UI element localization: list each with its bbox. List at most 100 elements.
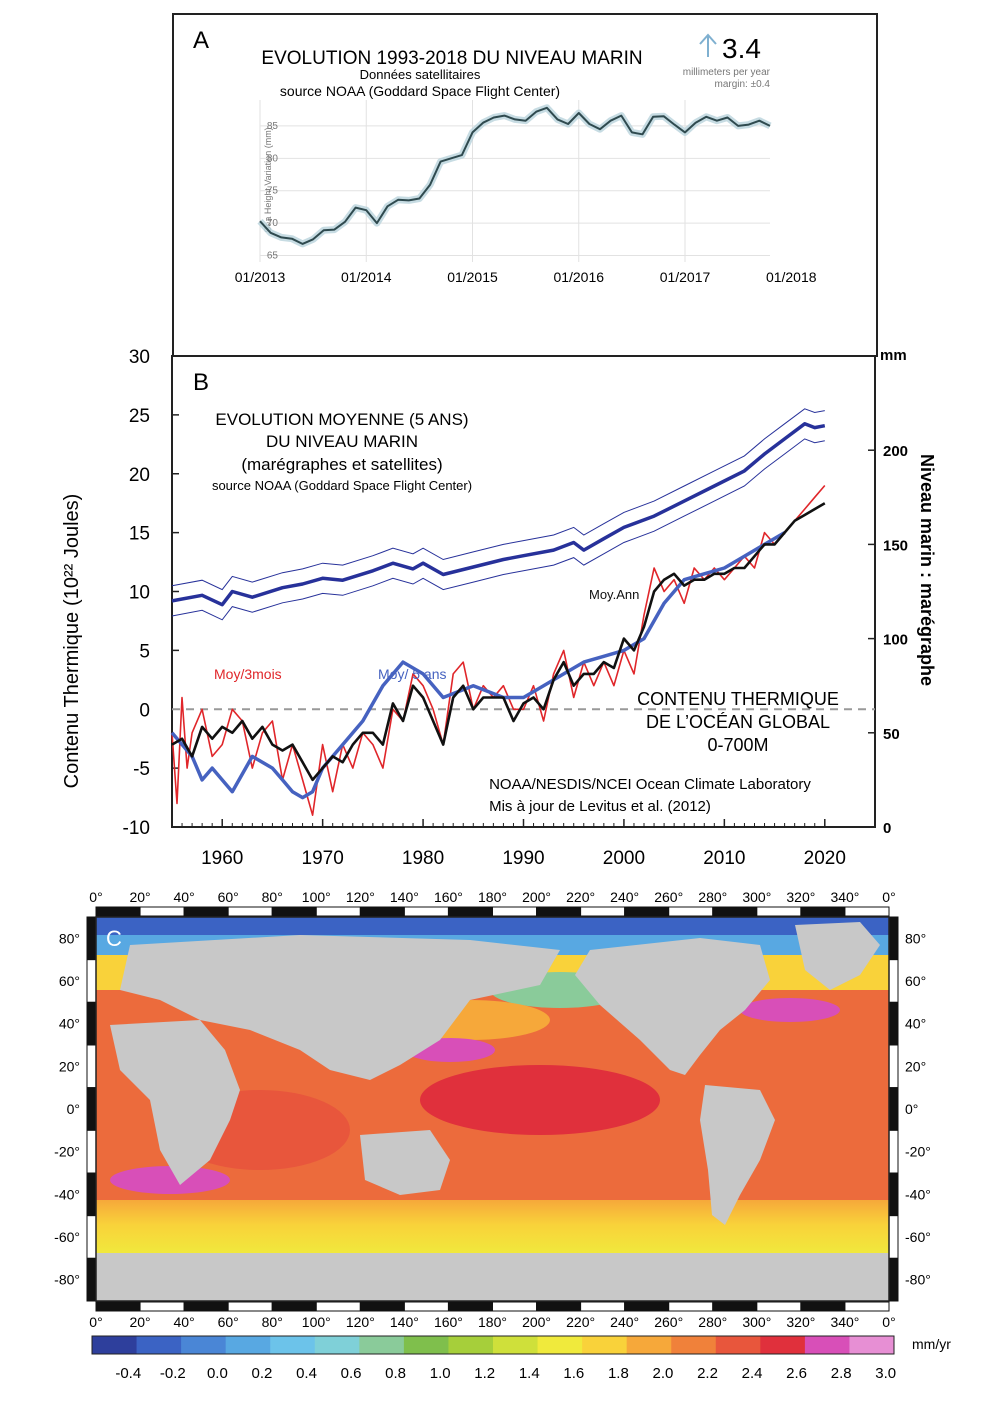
left-tick-label-5: 5 <box>139 641 150 662</box>
top-scale-segment-4 <box>271 906 317 917</box>
top-lon-label-4: 80° <box>262 889 283 905</box>
right-scale-segment-1 <box>888 959 899 1003</box>
colorbar-swatch-4 <box>270 1336 316 1354</box>
bottom-lon-label-16: 320° <box>786 1314 815 1330</box>
atlantic-pink-patch <box>740 998 840 1022</box>
australia <box>360 1130 450 1195</box>
panel-b-left-axis-title: Contenu Thermique (10²² Joules) <box>61 494 83 789</box>
left-tick-label-10: 10 <box>129 583 150 604</box>
top-scale-segment-12 <box>624 906 670 917</box>
bottom-lon-label-7: 140° <box>390 1314 419 1330</box>
colorbar-unit: mm/yr <box>912 1336 951 1352</box>
southern-ocean-band <box>96 1200 889 1255</box>
bottom-scale-segment-10 <box>536 1301 582 1312</box>
colorbar-swatch-15 <box>760 1336 806 1354</box>
bottom-lon-label-12: 240° <box>610 1314 639 1330</box>
arctic-deep <box>96 917 889 935</box>
bottom-scale-segment-1 <box>139 1301 185 1312</box>
south-america <box>700 1085 775 1225</box>
colorbar-tick-12: 2.0 <box>653 1365 674 1382</box>
panel-b-label: B <box>193 369 209 396</box>
colorbar-tick-7: 1.0 <box>430 1365 451 1382</box>
left-tick-label--10: -10 <box>123 818 150 839</box>
x-tick-label-2013: 01/2013 <box>235 269 286 285</box>
top-lon-label-18: 0° <box>882 889 895 905</box>
colorbar-tick-1: -0.2 <box>160 1365 186 1382</box>
heat-5year-line <box>170 531 786 800</box>
y-tick-label-85: 85 <box>267 121 279 132</box>
credit-line1: NOAA/NESDIS/NCEI Ocean Climate Laborator… <box>489 776 811 793</box>
colorbar-tick-8: 1.2 <box>474 1365 495 1382</box>
colorbar-swatch-17 <box>849 1336 895 1354</box>
left-lat-label-5: -20° <box>54 1144 80 1160</box>
north-america <box>575 938 770 1075</box>
top-scale-segment-11 <box>580 906 626 917</box>
south-pink-patch <box>110 1166 230 1194</box>
sea-level-lower-bound <box>171 438 825 621</box>
colorbar-tick-4: 0.4 <box>296 1365 317 1382</box>
right-tick-label-50: 50 <box>883 726 900 743</box>
heat-axis-name: Contenu Thermique <box>61 612 83 788</box>
top-scale-segment-15 <box>756 906 802 917</box>
bottom-tick-label-2020: 2020 <box>804 848 846 869</box>
bottom-lon-label-4: 80° <box>262 1314 283 1330</box>
colorbar-tick-5: 0.6 <box>341 1365 362 1382</box>
right-lat-label-8: -80° <box>905 1272 931 1288</box>
bottom-scale-segment-13 <box>668 1301 714 1312</box>
top-scale-segment-3 <box>227 906 273 917</box>
heat-title-line1: CONTENU THERMIQUE <box>637 689 839 709</box>
left-lat-label-6: -40° <box>54 1186 80 1202</box>
y-tick-label-65: 65 <box>267 251 279 262</box>
y-tick-label-75: 75 <box>267 186 279 197</box>
top-scale-segment-6 <box>359 906 405 917</box>
panel-b-title-line1: EVOLUTION MOYENNE (5 ANS) <box>215 410 468 429</box>
bottom-scale-segment-6 <box>359 1301 405 1312</box>
top-lon-label-6: 120° <box>346 889 375 905</box>
colorbar-swatch-3 <box>225 1336 271 1354</box>
bottom-tick-label-2010: 2010 <box>703 848 745 869</box>
label-moy-5ans: Moy/ 5 ans <box>378 666 446 682</box>
top-lon-label-2: 40° <box>174 889 195 905</box>
antarctic-land <box>96 1253 889 1301</box>
panel-b-ticks: -10 -5 0 5 10 15 20 25 30 0 50 100 150 200 1960 1970 198… <box>123 347 909 869</box>
heat-title-line2: DE L’OCÉAN GLOBAL <box>646 712 830 732</box>
x-tick-label-2018: 01/2018 <box>766 269 817 285</box>
colorbar-tick-16: 2.8 <box>831 1365 852 1382</box>
right-lat-label-7: -60° <box>905 1229 931 1245</box>
colorbar-tick-6: 0.8 <box>385 1365 406 1382</box>
left-scale-segment-7 <box>86 1215 97 1259</box>
bottom-lon-label-9: 180° <box>478 1314 507 1330</box>
up-arrow-icon <box>699 33 717 57</box>
right-lat-label-4: 0° <box>905 1101 918 1117</box>
panel-b: -10 -5 0 5 10 15 20 25 30 0 50 100 150 200 1960 1970 198… <box>61 347 937 869</box>
bottom-scale-segment-8 <box>447 1301 494 1312</box>
right-lat-label-6: -40° <box>905 1186 931 1202</box>
top-scale-segment-7 <box>403 906 449 917</box>
colorbar-swatch-10 <box>537 1336 583 1354</box>
right-tick-label-150: 150 <box>883 537 908 554</box>
colorbar-swatch-0 <box>92 1336 138 1354</box>
left-lat-label-4: 0° <box>67 1101 80 1117</box>
colorbar-swatch-6 <box>359 1336 405 1354</box>
rate-value: 3.4 <box>722 33 761 64</box>
colorbar-tick-0: -0.4 <box>115 1365 141 1382</box>
left-scale-segment-6 <box>86 1172 97 1217</box>
colorbar-swatch-8 <box>448 1336 494 1354</box>
rate-margin: margin: ±0.4 <box>714 79 770 90</box>
bottom-scale-segment-2 <box>183 1301 229 1312</box>
heat-title-line3: 0-700M <box>707 735 768 755</box>
right-lat-label-0: 80° <box>905 930 926 946</box>
sea-level-5yr-line <box>171 422 826 607</box>
bottom-scale-segment-0 <box>95 1301 141 1312</box>
top-lon-label-10: 200° <box>522 889 551 905</box>
x-tick-label-2014: 01/2014 <box>341 269 392 285</box>
top-scale-segment-1 <box>139 906 185 917</box>
colorbar-swatch-5 <box>314 1336 360 1354</box>
top-scale-segment-5 <box>315 906 361 917</box>
right-scale-segment-5 <box>888 1129 899 1174</box>
left-scale-segment-8 <box>86 1257 97 1302</box>
bottom-scale-segment-12 <box>624 1301 670 1312</box>
colorbar-tick-10: 1.6 <box>563 1365 584 1382</box>
x-tick-label-2017: 01/2017 <box>660 269 711 285</box>
